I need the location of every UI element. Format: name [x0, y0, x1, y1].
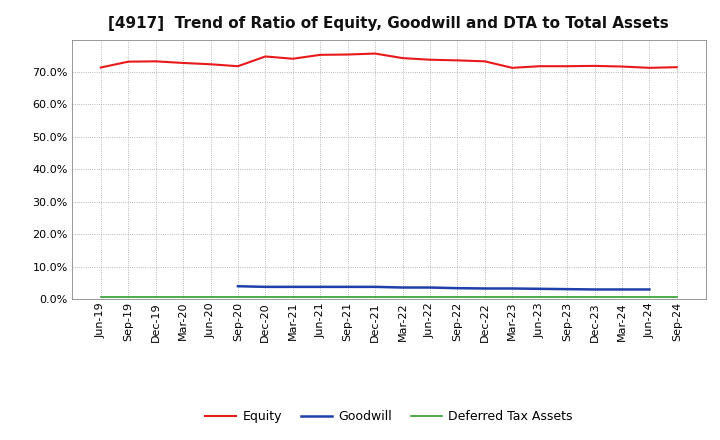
Equity [426, 57, 434, 62]
Equity [536, 63, 544, 69]
Deferred Tax Assets [261, 294, 270, 299]
Goodwill [426, 285, 434, 290]
Equity [316, 52, 325, 58]
Equity [289, 56, 297, 62]
Deferred Tax Assets [233, 294, 242, 299]
Goodwill [480, 286, 489, 291]
Deferred Tax Assets [508, 294, 516, 299]
Goodwill [371, 284, 379, 290]
Deferred Tax Assets [426, 294, 434, 299]
Equity [124, 59, 132, 64]
Deferred Tax Assets [206, 294, 215, 299]
Deferred Tax Assets [151, 294, 160, 299]
Deferred Tax Assets [480, 294, 489, 299]
Deferred Tax Assets [563, 294, 572, 299]
Equity [645, 65, 654, 70]
Deferred Tax Assets [124, 294, 132, 299]
Deferred Tax Assets [590, 294, 599, 299]
Deferred Tax Assets [398, 294, 407, 299]
Equity [179, 60, 187, 66]
Equity [590, 63, 599, 69]
Equity [343, 52, 352, 57]
Deferred Tax Assets [96, 294, 105, 299]
Goodwill [590, 287, 599, 292]
Goodwill [316, 284, 325, 290]
Goodwill [536, 286, 544, 291]
Equity [453, 58, 462, 63]
Deferred Tax Assets [343, 294, 352, 299]
Goodwill [398, 285, 407, 290]
Line: Equity: Equity [101, 54, 677, 68]
Equity [618, 64, 626, 69]
Equity [672, 65, 681, 70]
Goodwill [453, 286, 462, 291]
Deferred Tax Assets [645, 294, 654, 299]
Equity [233, 63, 242, 69]
Equity [563, 63, 572, 69]
Goodwill [289, 284, 297, 290]
Deferred Tax Assets [371, 294, 379, 299]
Equity [96, 65, 105, 70]
Equity [151, 59, 160, 64]
Goodwill [618, 287, 626, 292]
Deferred Tax Assets [179, 294, 187, 299]
Goodwill [343, 284, 352, 290]
Goodwill [261, 284, 270, 290]
Legend: Equity, Goodwill, Deferred Tax Assets: Equity, Goodwill, Deferred Tax Assets [200, 405, 577, 428]
Deferred Tax Assets [536, 294, 544, 299]
Equity [261, 54, 270, 59]
Equity [398, 55, 407, 61]
Goodwill [645, 287, 654, 292]
Deferred Tax Assets [672, 294, 681, 299]
Deferred Tax Assets [453, 294, 462, 299]
Equity [508, 65, 516, 70]
Deferred Tax Assets [316, 294, 325, 299]
Equity [371, 51, 379, 56]
Goodwill [563, 286, 572, 292]
Equity [206, 62, 215, 67]
Equity [480, 59, 489, 64]
Goodwill [508, 286, 516, 291]
Title: [4917]  Trend of Ratio of Equity, Goodwill and DTA to Total Assets: [4917] Trend of Ratio of Equity, Goodwil… [109, 16, 669, 32]
Goodwill [233, 284, 242, 289]
Line: Goodwill: Goodwill [238, 286, 649, 290]
Deferred Tax Assets [618, 294, 626, 299]
Deferred Tax Assets [289, 294, 297, 299]
